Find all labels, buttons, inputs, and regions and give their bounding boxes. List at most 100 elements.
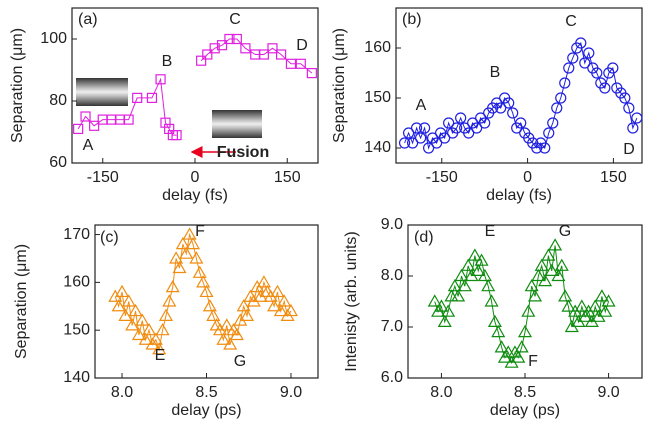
marker xyxy=(548,238,563,251)
marker xyxy=(544,263,559,276)
annotation: Fusion xyxy=(217,144,269,161)
marker xyxy=(511,350,526,363)
marker xyxy=(623,102,635,114)
marker xyxy=(240,43,251,54)
y-tick-label: 140 xyxy=(63,369,90,386)
marker xyxy=(199,284,214,298)
marker xyxy=(111,299,126,312)
marker xyxy=(160,117,171,128)
marker xyxy=(306,67,317,79)
marker xyxy=(169,251,184,264)
marker xyxy=(142,322,157,336)
marker xyxy=(451,289,466,302)
marker xyxy=(155,322,170,336)
annotation: D xyxy=(623,141,635,158)
y-axis-label: Separation (μm) xyxy=(9,28,26,143)
marker xyxy=(219,318,234,331)
marker xyxy=(558,289,573,302)
marker xyxy=(437,314,452,327)
x-axis-label: delay (fs) xyxy=(162,187,228,204)
marker xyxy=(441,304,456,317)
marker xyxy=(196,55,207,66)
marker xyxy=(118,308,133,321)
marker xyxy=(559,77,571,89)
marker xyxy=(551,102,563,114)
x-tick-label: 0 xyxy=(523,169,532,186)
annotation: A xyxy=(83,137,94,154)
marker xyxy=(175,236,190,250)
inset-image xyxy=(212,110,262,138)
marker xyxy=(471,263,486,276)
annotation: G xyxy=(234,353,246,370)
marker xyxy=(121,294,136,307)
marker xyxy=(216,332,231,345)
marker xyxy=(125,318,140,331)
x-axis-label: delay (ps) xyxy=(490,402,560,419)
marker xyxy=(451,122,463,134)
marker xyxy=(467,248,482,261)
marker xyxy=(398,137,411,149)
y-tick-label: 160 xyxy=(364,39,391,56)
data-line xyxy=(404,41,638,150)
marker xyxy=(477,268,492,282)
x-tick-label: 9.0 xyxy=(597,384,619,401)
marker xyxy=(461,258,476,271)
marker xyxy=(443,117,455,129)
marker xyxy=(192,265,207,278)
marker xyxy=(89,120,100,131)
marker xyxy=(534,258,549,271)
marker xyxy=(224,33,235,45)
marker xyxy=(172,260,187,274)
marker xyxy=(524,278,539,292)
marker xyxy=(619,92,631,104)
marker xyxy=(419,122,431,134)
y-tick-label: 60 xyxy=(49,154,67,171)
marker xyxy=(507,107,519,119)
y-axis-label: Intenisty (arb. units) xyxy=(343,231,360,372)
marker xyxy=(236,299,251,312)
marker xyxy=(114,284,130,298)
marker xyxy=(189,251,204,264)
annotation: B xyxy=(162,53,173,70)
x-tick-label: 8.0 xyxy=(111,384,133,401)
plot-frame xyxy=(395,7,643,164)
x-tick-label: 8.0 xyxy=(430,384,452,401)
marker xyxy=(196,275,211,288)
marker xyxy=(515,117,527,129)
y-tick-label: 8.0 xyxy=(381,267,403,284)
marker xyxy=(543,127,555,139)
marker xyxy=(152,342,167,355)
marker xyxy=(131,327,146,341)
marker xyxy=(491,324,506,338)
marker xyxy=(258,49,269,60)
marker xyxy=(231,33,242,45)
annotation: E xyxy=(485,223,496,240)
marker xyxy=(223,337,238,350)
marker xyxy=(206,308,221,321)
marker xyxy=(439,132,451,144)
y-tick-label: 170 xyxy=(63,226,90,243)
marker xyxy=(431,137,443,149)
marker xyxy=(554,258,569,271)
annotation: D xyxy=(296,37,308,54)
annotation: C xyxy=(565,13,577,30)
marker xyxy=(123,114,134,125)
marker xyxy=(598,304,613,317)
marker xyxy=(132,92,143,104)
marker xyxy=(575,37,587,49)
marker xyxy=(402,127,415,139)
y-tick-label: 6.0 xyxy=(381,369,403,386)
marker xyxy=(541,248,556,261)
marker xyxy=(202,299,217,312)
marker xyxy=(463,127,475,139)
marker xyxy=(165,279,180,293)
marker xyxy=(551,268,566,282)
marker xyxy=(273,303,288,317)
marker xyxy=(185,236,201,250)
marker xyxy=(627,122,639,134)
marker xyxy=(521,304,536,317)
x-tick-label: 150 xyxy=(600,169,627,186)
y-tick-label: 80 xyxy=(49,92,67,109)
panel-label: (d) xyxy=(414,229,434,246)
